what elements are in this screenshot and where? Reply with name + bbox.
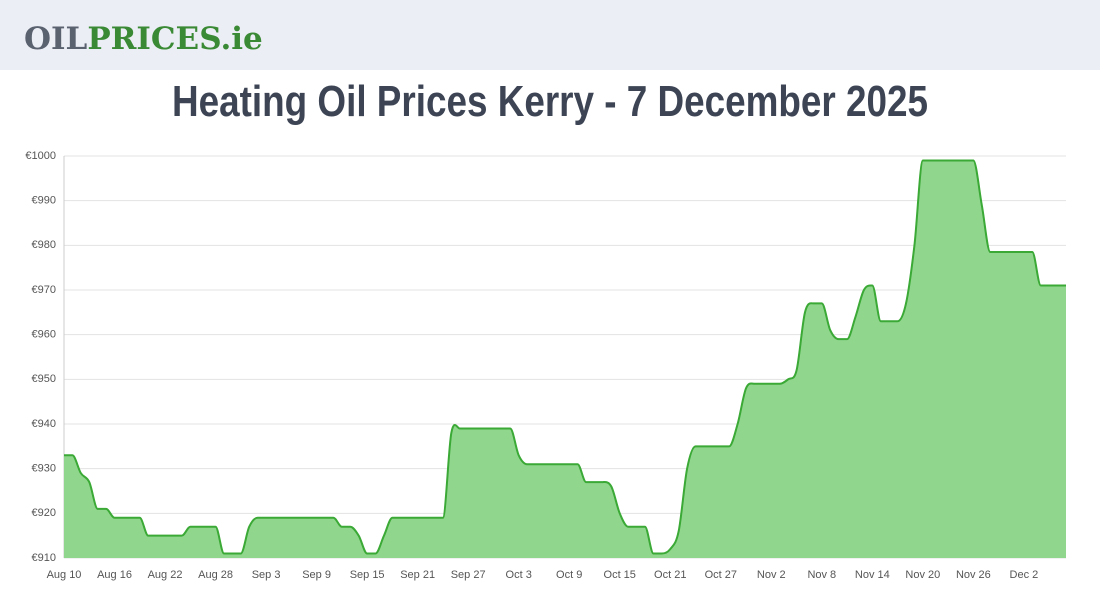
y-tick-label: €1000 (25, 150, 56, 162)
x-tick-label: Oct 27 (705, 569, 737, 581)
x-tick-label: Oct 3 (506, 569, 532, 581)
y-tick-label: €980 (32, 239, 56, 251)
x-tick-label: Sep 3 (252, 569, 281, 581)
x-tick-label: Oct 15 (604, 569, 636, 581)
logo[interactable]: OILPRICES.ie (24, 21, 263, 57)
header-bar (0, 0, 1100, 70)
x-tick-label: Aug 10 (47, 569, 82, 581)
chart-title: Heating Oil Prices Kerry - 7 December 20… (172, 77, 928, 126)
x-tick-label: Oct 21 (654, 569, 686, 581)
x-tick-label: Nov 14 (855, 569, 890, 581)
x-tick-label: Dec 2 (1010, 569, 1039, 581)
logo-dark: OIL (24, 21, 88, 57)
y-tick-label: €920 (32, 507, 56, 519)
y-tick-label: €930 (32, 463, 56, 475)
x-tick-label: Sep 15 (350, 569, 385, 581)
x-tick-label: Sep 9 (302, 569, 331, 581)
x-tick-label: Nov 2 (757, 569, 786, 581)
y-tick-label: €910 (32, 552, 56, 564)
y-tick-label: €990 (32, 195, 56, 207)
logo-green: PRICES.ie (87, 21, 262, 57)
y-tick-label: €940 (32, 418, 56, 430)
x-tick-label: Nov 20 (905, 569, 940, 581)
x-tick-label: Oct 9 (556, 569, 582, 581)
y-tick-label: €960 (32, 329, 56, 341)
x-tick-label: Aug 28 (198, 569, 233, 581)
y-tick-label: €970 (32, 284, 56, 296)
x-tick-label: Nov 8 (807, 569, 836, 581)
x-tick-label: Sep 27 (451, 569, 486, 581)
x-tick-label: Aug 22 (148, 569, 183, 581)
price-line (63, 159, 1066, 555)
area-fill (64, 160, 1066, 558)
x-tick-label: Sep 21 (400, 569, 435, 581)
x-tick-label: Aug 16 (97, 569, 132, 581)
x-tick-label: Nov 26 (956, 569, 991, 581)
y-tick-label: €950 (32, 373, 56, 385)
